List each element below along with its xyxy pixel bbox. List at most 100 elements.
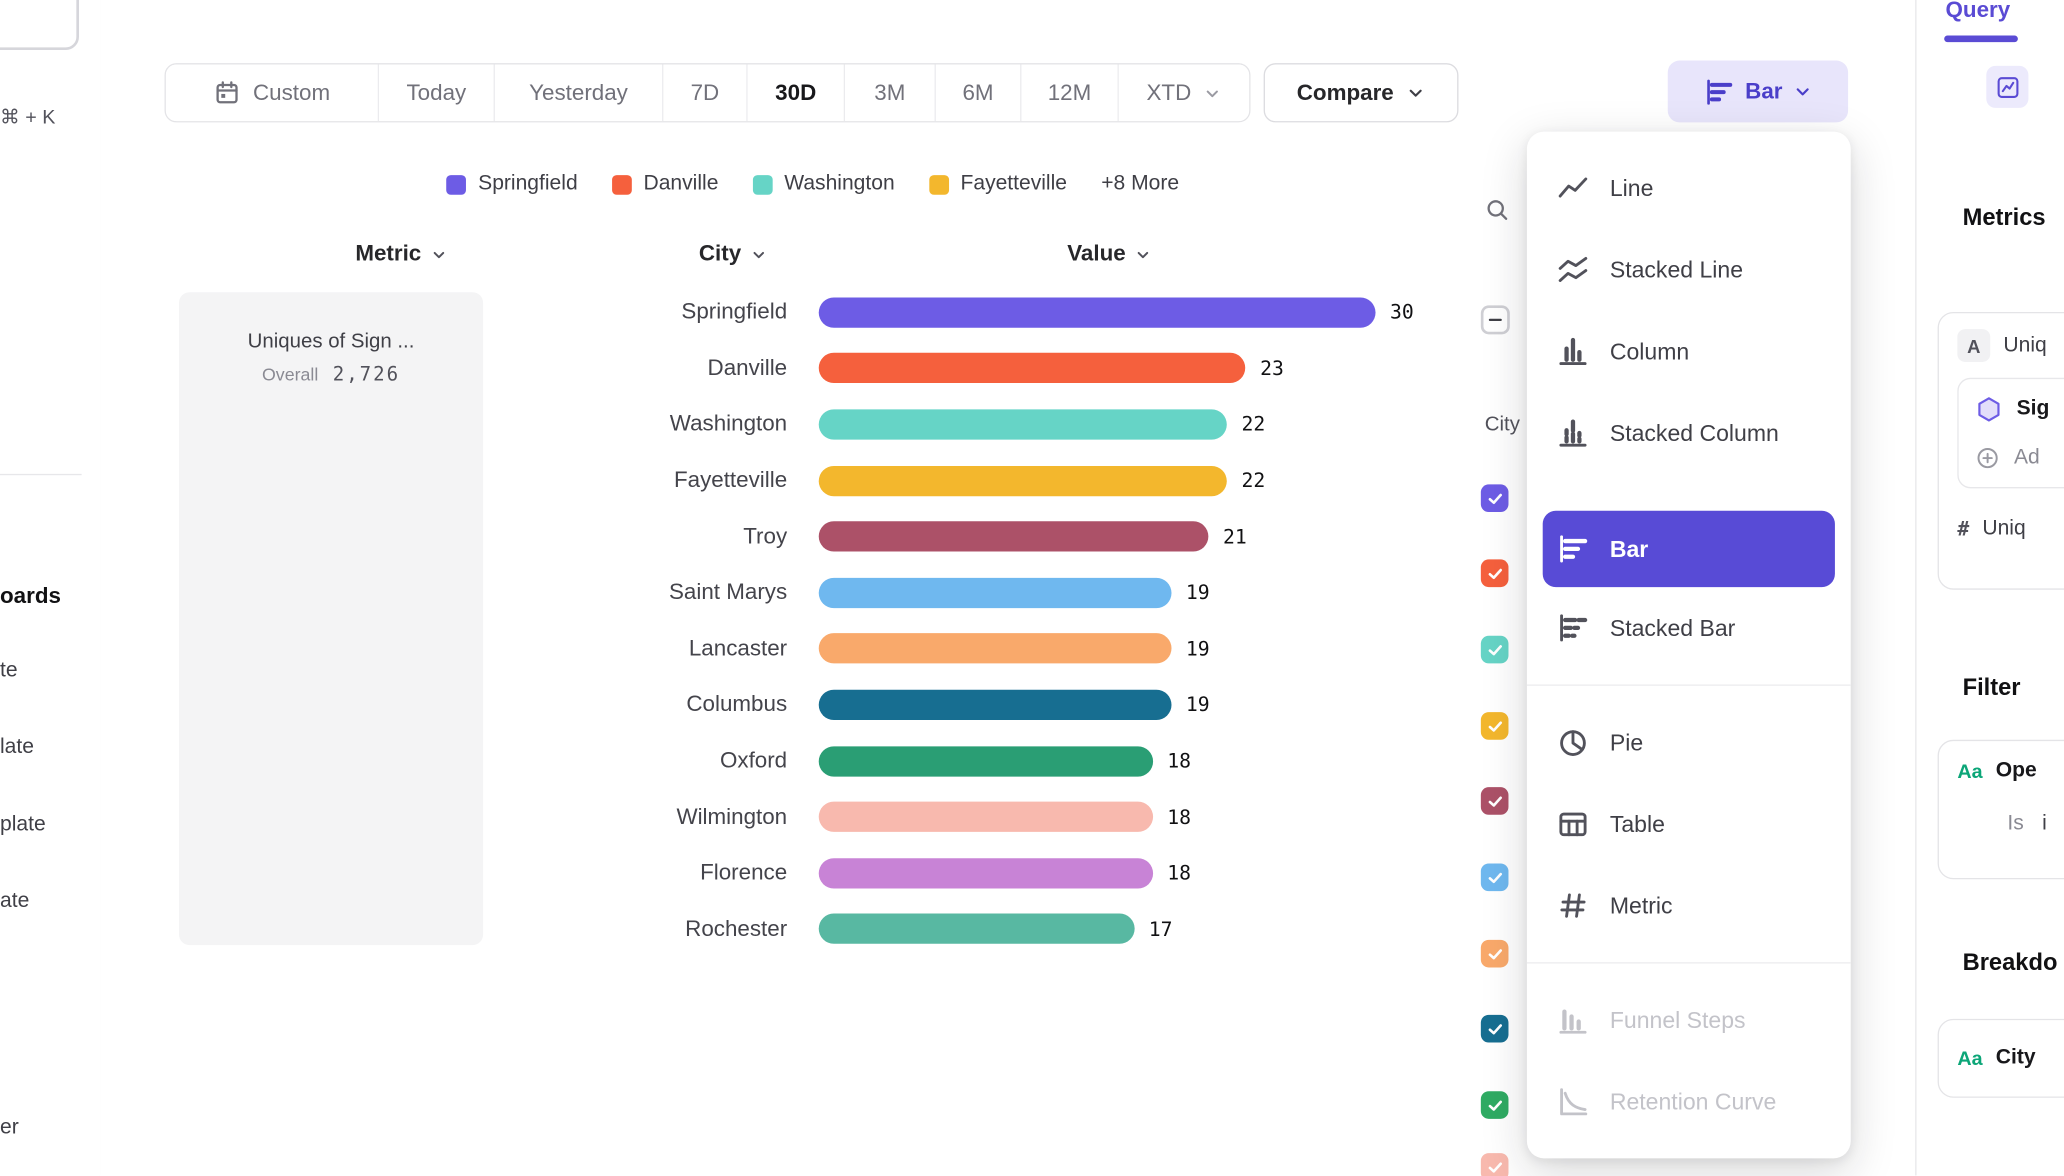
city-filter-checkbox[interactable] (1480, 863, 1509, 892)
column-header-metric[interactable]: Metric (355, 241, 447, 267)
filter-column-header[interactable]: City (1484, 413, 1520, 436)
check-icon (1487, 1099, 1502, 1111)
date-range-today[interactable]: Today (379, 64, 495, 122)
menu-item-bar[interactable]: Bar (1542, 510, 1835, 588)
legend-item[interactable]: Springfield (446, 172, 578, 196)
line-chart-icon (1556, 171, 1590, 205)
aggregation-text[interactable]: Uniq (1982, 517, 2026, 540)
bar-row[interactable]: Lancaster 19 (474, 621, 1474, 677)
bar[interactable] (818, 633, 1172, 664)
funnel-steps-icon (1556, 1003, 1590, 1037)
bar-row[interactable]: Saint Marys 19 (474, 565, 1474, 621)
bar[interactable] (818, 745, 1153, 777)
sidebar-item[interactable]: te (0, 659, 18, 682)
tab-query[interactable]: Query (1945, 0, 2011, 23)
legend-item[interactable]: Fayetteville (928, 172, 1067, 196)
chevron-down-icon (430, 245, 447, 262)
column-header-city[interactable]: City (699, 241, 768, 267)
bar-area: 19 (818, 689, 1475, 720)
city-filter-checkbox[interactable] (1480, 484, 1509, 513)
bar[interactable] (818, 521, 1209, 552)
city-filter-checkbox[interactable] (1480, 712, 1509, 740)
menu-item-table[interactable]: Table (1527, 783, 1851, 865)
select-all-checkbox[interactable] (1480, 305, 1510, 335)
bar-city-label: Troy (743, 523, 788, 549)
bar[interactable] (818, 409, 1228, 440)
city-filter-checkbox[interactable] (1480, 939, 1509, 968)
bar-value-label: 19 (1185, 580, 1210, 605)
bar-row[interactable]: Troy 21 (474, 509, 1474, 565)
city-filter-checkbox[interactable] (1480, 787, 1509, 815)
filter-value-text[interactable]: i (2042, 812, 2047, 835)
bar-row[interactable]: Rochester 17 (474, 901, 1474, 957)
chart-type-button[interactable]: Bar (1667, 60, 1849, 123)
date-range-3m[interactable]: 3M (845, 64, 936, 122)
legend-item[interactable]: Washington (752, 172, 895, 196)
bar[interactable] (818, 689, 1172, 720)
bar[interactable] (818, 353, 1246, 384)
sidebar-search-box[interactable] (0, 0, 79, 51)
add-filter-text[interactable]: Ad (2013, 446, 2040, 469)
check-icon (1487, 795, 1502, 807)
city-filter-checkbox[interactable] (1480, 559, 1509, 588)
date-range-label: 30D (775, 79, 817, 105)
breakdown-card[interactable]: Aa City (1937, 1018, 2064, 1098)
bar[interactable] (818, 801, 1153, 833)
metric-card[interactable]: Uniques of Sign ... Overall 2,726 (179, 292, 484, 946)
city-filter-checkbox[interactable] (1480, 1091, 1509, 1119)
filter-heading: Filter (1962, 673, 2021, 701)
menu-item-stacked-column[interactable]: Stacked Column (1527, 392, 1851, 474)
menu-item-pie[interactable]: Pie (1527, 702, 1851, 784)
menu-item-line[interactable]: Line (1527, 147, 1851, 229)
insights-chart-icon[interactable] (1986, 65, 2029, 108)
sidebar-item[interactable]: er (0, 1116, 19, 1139)
date-range-label: Custom (252, 79, 331, 105)
event-card[interactable]: Sig Ad (1957, 377, 2064, 489)
column-header-label: City (698, 240, 742, 266)
legend-swatch (611, 174, 632, 195)
bar-row[interactable]: Washington 22 (474, 396, 1474, 452)
bar[interactable] (818, 577, 1172, 608)
bar-row[interactable]: Florence 18 (474, 845, 1474, 901)
bar-row[interactable]: Danville 23 (474, 340, 1474, 396)
menu-item-stacked-line[interactable]: Stacked Line (1527, 229, 1851, 311)
bar[interactable] (818, 297, 1376, 328)
city-filter-checkbox[interactable] (1480, 1153, 1509, 1176)
city-filter-checkbox[interactable] (1480, 1014, 1509, 1043)
bar-area: 19 (818, 633, 1475, 664)
date-range-6m[interactable]: 6M (935, 64, 1022, 122)
date-range-7d[interactable]: 7D (663, 64, 748, 122)
bar-row[interactable]: Fayetteville 22 (474, 453, 1474, 509)
bar-row[interactable]: Oxford 18 (474, 733, 1474, 789)
metrics-heading: Metrics (1962, 204, 2046, 231)
filter-card[interactable]: Aa Ope Is i (1937, 739, 2064, 880)
date-range-30d[interactable]: 30D (747, 64, 846, 122)
bar[interactable] (818, 465, 1228, 496)
bar[interactable] (818, 913, 1135, 945)
filter-operator-text[interactable]: Is (2007, 812, 2024, 835)
legend-more-button[interactable]: +8 More (1101, 172, 1180, 195)
bar-row[interactable]: Wilmington 18 (474, 789, 1474, 845)
menu-item-stacked-bar[interactable]: Stacked Bar (1527, 587, 1851, 669)
date-range-custom[interactable]: Custom (165, 64, 380, 122)
sidebar-item[interactable]: late (0, 735, 34, 759)
date-range-xtd[interactable]: XTD (1118, 64, 1250, 122)
column-header-value[interactable]: Value (1067, 241, 1152, 267)
compare-button[interactable]: Compare (1263, 63, 1459, 123)
date-range-yesterday[interactable]: Yesterday (494, 64, 664, 122)
date-range-label: 7D (690, 79, 720, 105)
search-icon[interactable] (1485, 197, 1510, 222)
sidebar-item[interactable]: plate (0, 813, 46, 836)
bar-row[interactable]: Columbus 19 (474, 677, 1474, 733)
bar[interactable] (818, 857, 1153, 889)
sidebar-item[interactable]: ate (0, 889, 30, 913)
sidebar-item-boards[interactable]: oards (0, 583, 61, 609)
legend-item[interactable]: Danville (611, 172, 718, 196)
menu-item-metric[interactable]: Metric (1527, 865, 1851, 947)
menu-item-column[interactable]: Column (1527, 311, 1851, 393)
metrics-card[interactable]: A Uniq Sig Ad # Uniq (1937, 311, 2064, 590)
date-range-12m[interactable]: 12M (1021, 64, 1119, 122)
bar-row[interactable]: Springfield 30 (474, 284, 1474, 340)
city-filter-checkbox[interactable] (1480, 635, 1509, 664)
